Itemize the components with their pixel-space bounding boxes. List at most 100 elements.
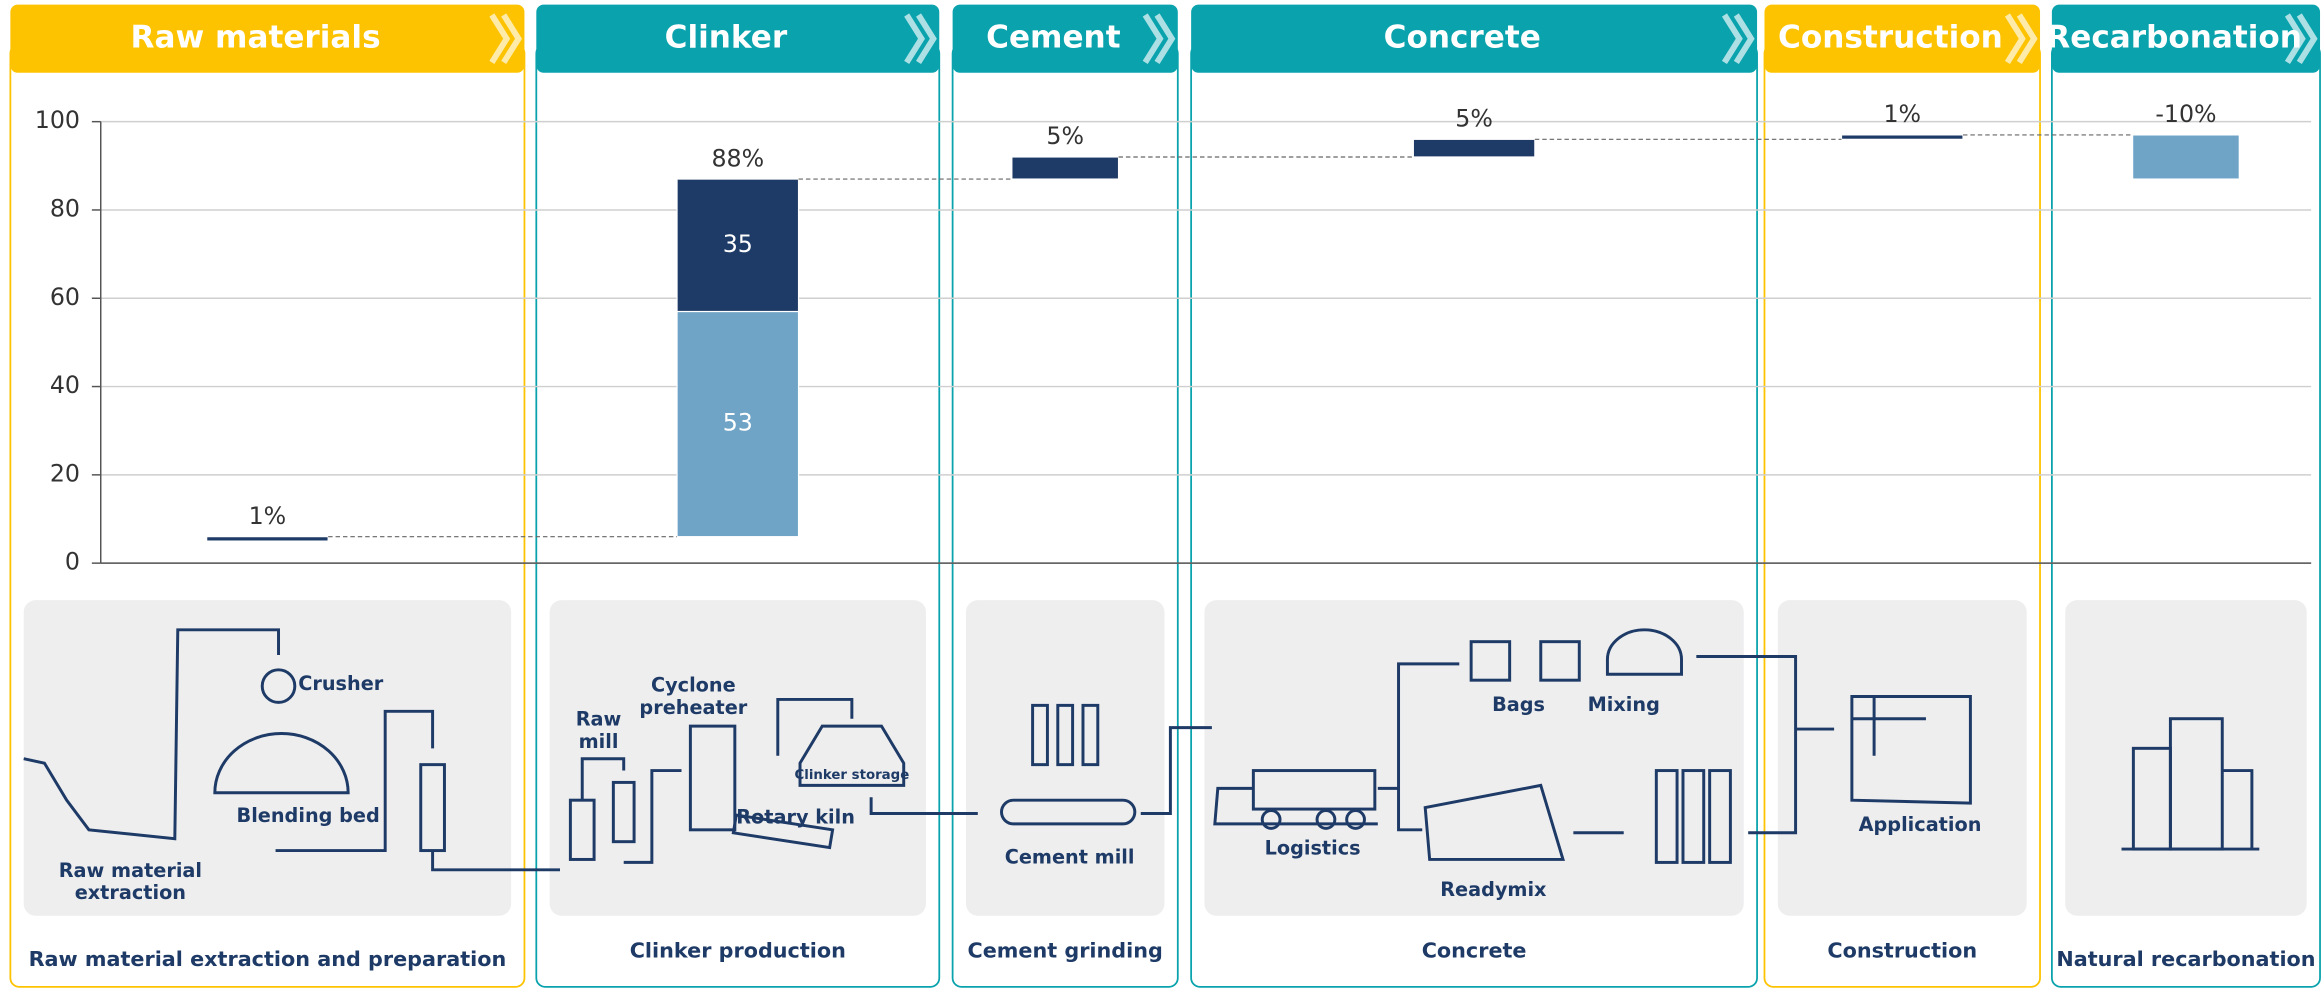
- panel-caption: Concrete: [1422, 938, 1527, 962]
- diagram-label: Clinker storage: [794, 768, 909, 783]
- icon-part: [1469, 640, 1512, 682]
- panel-header: [1764, 4, 2041, 73]
- icon-part: [611, 780, 636, 844]
- diagram-label: mill: [579, 730, 619, 753]
- icon-part: [1081, 703, 1100, 767]
- panel-caption: Raw material extraction and preparation: [29, 947, 507, 971]
- icon-part: [2121, 769, 2260, 851]
- chevron: [2016, 13, 2038, 64]
- icon-part: [1031, 703, 1049, 767]
- icon-part: [213, 732, 350, 795]
- diagram-box: [1204, 600, 1744, 916]
- diagram-label: Readymix: [1440, 878, 1547, 901]
- icon-part: [1708, 769, 1732, 864]
- y-tick-label: 0: [65, 548, 80, 576]
- icon-part: [1681, 769, 1706, 864]
- icon-part: [798, 724, 906, 787]
- diagram-label: Bags: [1492, 693, 1545, 716]
- diagram-label: Logistics: [1265, 837, 1361, 860]
- panel-caption: Cement grinding: [968, 938, 1163, 962]
- y-tick-label: 100: [35, 106, 80, 134]
- chevron: [1154, 13, 1176, 64]
- diagram-label: Mixing: [1588, 693, 1660, 716]
- diagram-box: [2065, 600, 2307, 916]
- bar-segment: [1011, 156, 1120, 180]
- icon-part: [688, 724, 737, 832]
- icon-part: [869, 797, 978, 816]
- chevron: [1733, 13, 1755, 64]
- bar-segment: [2132, 134, 2240, 180]
- segment-label: 53: [723, 409, 753, 437]
- icon-part: [1315, 809, 1337, 830]
- icon-part: [1423, 783, 1565, 861]
- icon-part: [1696, 655, 1835, 835]
- icon-part: [260, 668, 297, 704]
- chevron: [916, 13, 937, 64]
- diagram-label: Crusher: [298, 672, 384, 695]
- diagram-box: [1777, 600, 2027, 916]
- step-label: 88%: [711, 144, 764, 172]
- icon-part: [1140, 726, 1212, 816]
- chevron: [1142, 13, 1164, 64]
- icon-part: [23, 628, 281, 841]
- panel-caption: Construction: [1827, 938, 1977, 962]
- icon-part: [776, 697, 854, 756]
- step-label: 5%: [1046, 122, 1084, 150]
- icon-part: [1539, 640, 1581, 682]
- y-tick-label: 60: [50, 283, 80, 311]
- icon-part: [1056, 703, 1075, 767]
- icon-part: [1850, 695, 1972, 805]
- diagram-label: Cement mill: [1005, 845, 1135, 868]
- panel-header: [10, 4, 525, 73]
- icon-part: [1605, 628, 1683, 676]
- diagram-label: Rotary kiln: [736, 805, 855, 828]
- bar-segment: [676, 310, 800, 538]
- diagram-label: Raw: [576, 708, 622, 731]
- step-label: 1%: [1883, 100, 1921, 128]
- step-label: 5%: [1455, 105, 1493, 133]
- bar-segment: [1840, 134, 1964, 140]
- panel-title: Clinker: [665, 20, 788, 56]
- panel-title: Recarbonation: [2046, 20, 2302, 56]
- icon-part: [1260, 809, 1282, 830]
- icon-part: [1213, 786, 1378, 826]
- step-label: 1%: [249, 502, 287, 530]
- panel-header: [2051, 4, 2321, 73]
- panel-caption: Natural recarbonation: [2056, 947, 2315, 971]
- chevron: [2004, 13, 2026, 64]
- y-tick-label: 40: [50, 371, 80, 399]
- chevron: [2296, 13, 2318, 64]
- panel-header: [1191, 4, 1758, 73]
- chevron: [2284, 13, 2306, 64]
- icon-part: [275, 709, 435, 853]
- diagram-label: Raw material: [59, 859, 202, 882]
- panel-header: [536, 4, 940, 73]
- diagram-label: Blending bed: [237, 804, 380, 827]
- panel-title: Cement: [986, 20, 1121, 56]
- diagram-label: Cyclone: [651, 674, 736, 697]
- panel-header: [952, 4, 1178, 73]
- bar-segment: [676, 178, 800, 313]
- diagram-box: [965, 600, 1165, 916]
- panel-title: Concrete: [1384, 20, 1541, 56]
- panel-title: Raw materials: [131, 20, 381, 56]
- icon-part: [1345, 809, 1366, 830]
- icon-part: [1377, 662, 1460, 832]
- icon-part: [731, 813, 835, 850]
- icon-part: [1654, 769, 1679, 864]
- y-tick-label: 20: [50, 459, 80, 487]
- bar-segment: [1412, 138, 1536, 158]
- y-tick-label: 80: [50, 194, 80, 222]
- diagram-label: preheater: [639, 696, 747, 719]
- icon-part: [623, 769, 682, 864]
- chevron: [489, 13, 511, 64]
- bar-segment: [206, 536, 329, 542]
- chevron: [904, 13, 925, 64]
- icon-part: [1000, 798, 1137, 826]
- icon-part: [580, 757, 626, 801]
- chevron: [501, 13, 523, 64]
- panel-title: Construction: [1778, 20, 2003, 56]
- step-label: -10%: [2155, 100, 2216, 128]
- diagram-label: extraction: [75, 881, 186, 904]
